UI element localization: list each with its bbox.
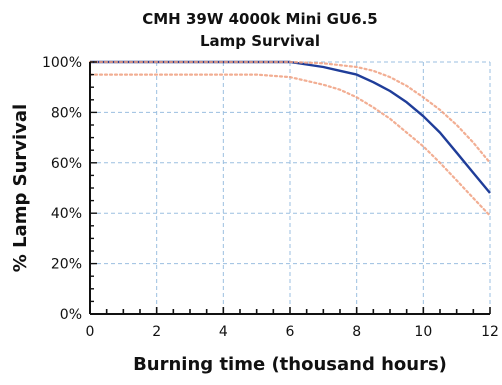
x-tick-label: 2 (152, 324, 161, 340)
chart-title: CMH 39W 4000k Mini GU6.5 (142, 10, 377, 28)
y-tick-label: 20% (51, 257, 82, 273)
x-tick-label: 12 (481, 324, 499, 340)
y-tick-label: 60% (51, 156, 82, 172)
chart-subtitle: Lamp Survival (200, 32, 320, 50)
x-axis-label: Burning time (thousand hours) (133, 354, 447, 375)
y-tick-label: 0% (60, 307, 82, 323)
series-group (88, 60, 492, 217)
x-tick-label: 6 (286, 324, 295, 340)
axes (89, 61, 491, 315)
y-tick-label: 40% (51, 206, 82, 222)
upper-bound-line (88, 60, 492, 164)
x-tick-label: 4 (219, 324, 228, 340)
x-tick-label: 10 (414, 324, 432, 340)
x-tick-label: 8 (352, 324, 361, 340)
y-axis-label: % Lamp Survival (10, 104, 31, 272)
lower-bound-line (88, 73, 492, 217)
x-tick-label: 0 (86, 324, 95, 340)
tick-labels: 0 2 4 6 8 10 12 0% 20% 40% 60% 80% 100% (42, 55, 499, 340)
grid (90, 61, 491, 314)
y-tick-label: 100% (42, 55, 82, 71)
y-tick-label: 80% (51, 105, 82, 121)
